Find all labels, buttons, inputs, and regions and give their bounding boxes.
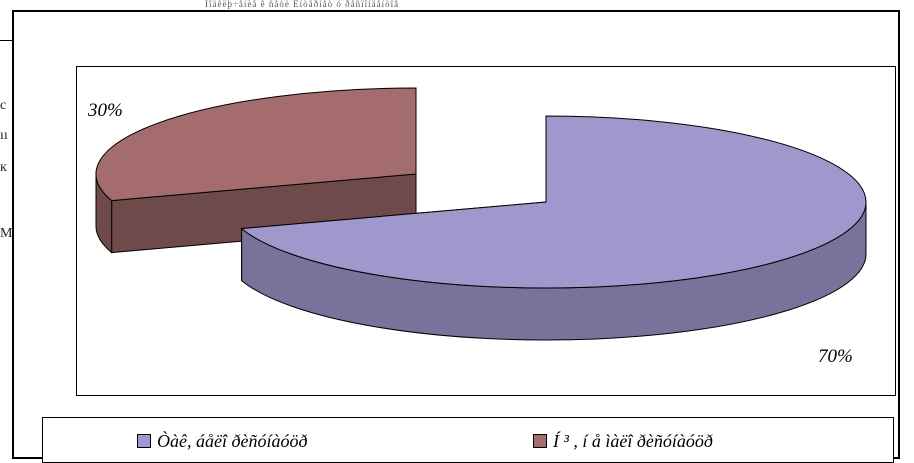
top-garbled-heading: Ïîäêëþ÷åíèå ê ñåòè Èíòåðíåò ó ðåñïîíäåíò…: [205, 0, 400, 9]
pie-data-label: 70%: [818, 346, 853, 367]
legend-item-0: Òàê, áåëî ðèñóíàóöð: [137, 431, 307, 451]
margin-rule: [0, 40, 12, 41]
margin-fragment: М: [0, 226, 12, 241]
legend: Òàê, áåëî ðèñóíàóöð Í ³ , í å ìàëî ðèñóí…: [42, 417, 894, 463]
pie-slice: [95, 87, 417, 202]
left-page-margin: c ıı к М: [0, 0, 12, 461]
legend-item-1: Í ³ , í å ìàëî ðèñóíàóöð: [533, 431, 713, 451]
legend-label: Òàê, áåëî ðèñóíàóöð: [157, 430, 308, 451]
legend-swatch: [137, 434, 151, 448]
margin-fragment: c: [0, 98, 7, 113]
chart-area: 70% 30% Òàê, áåëî ðèñóíàóöð Í ³ , í å ìàë…: [12, 10, 900, 463]
margin-fragment: к: [0, 160, 7, 175]
legend-label: Í ³ , í å ìàëî ðèñóíàóöð: [553, 430, 713, 451]
pie-data-label: 30%: [87, 100, 123, 121]
legend-swatch: [533, 434, 547, 448]
margin-fragment: ıı: [0, 128, 8, 143]
pie-slice: [240, 115, 867, 289]
pie-chart: 70% 30%: [87, 87, 867, 367]
